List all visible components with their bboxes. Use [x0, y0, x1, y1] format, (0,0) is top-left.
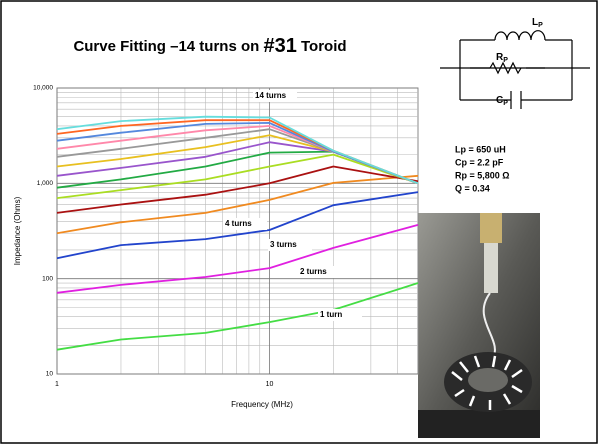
series-label-bg — [223, 218, 267, 230]
series-line — [56, 174, 419, 235]
label-sub: P — [538, 22, 543, 29]
y-tick-label: 10 — [46, 371, 54, 378]
parameter: Rp = 5,800 Ω — [455, 170, 510, 180]
plot-area — [56, 87, 419, 375]
series-label-bg — [318, 309, 362, 321]
windings — [451, 355, 523, 410]
label-main: R — [496, 52, 504, 63]
x-tick-label: 1 — [55, 381, 59, 388]
series-label: 2 turns — [300, 267, 327, 276]
circuit-lines — [440, 30, 590, 109]
connector-body — [484, 243, 498, 293]
series-label: 4 turns — [225, 219, 252, 228]
series-line — [56, 153, 419, 199]
series-line — [56, 165, 419, 214]
title-part: Curve Fitting –14 turns on — [73, 38, 263, 55]
series-line — [56, 282, 419, 351]
label-main: L — [532, 17, 538, 28]
y-tick-label: 100 — [42, 275, 53, 282]
series-line — [56, 115, 419, 185]
parameter: Q = 0.34 — [455, 183, 490, 193]
series-label: 3 turns — [270, 240, 297, 249]
parameters: Lp = 650 uH Cp = 2.2 pF Rp = 5,800 Ω Q =… — [455, 144, 510, 193]
x-tick-label: 10 — [266, 381, 274, 388]
circuit-label: LP — [532, 17, 543, 29]
y-axis-label: Impedance (Ohms) — [13, 196, 22, 265]
title-part: Toroid — [297, 38, 347, 55]
series-label: 1 turn — [320, 310, 342, 319]
parameter: Lp = 650 uH — [455, 144, 506, 154]
series-line — [56, 191, 419, 260]
circuit-label: RP — [496, 52, 508, 64]
series-line — [56, 224, 419, 294]
label-sub: P — [503, 100, 508, 107]
series-label-bg — [298, 266, 342, 278]
series-label: 14 turns — [255, 91, 287, 100]
circuit — [440, 30, 590, 109]
series-label-bg — [268, 239, 312, 251]
toroid-hole — [468, 368, 508, 392]
y-tick-label: 10,000 — [33, 85, 53, 92]
connector — [480, 213, 502, 243]
label-sub: P — [503, 57, 508, 64]
slide-title: Curve Fitting –14 turns on #31 Toroid — [73, 35, 346, 57]
parameter: Cp = 2.2 pF — [455, 157, 504, 167]
title-part: #31 — [263, 35, 296, 57]
series-label-bg — [253, 90, 297, 102]
photo — [418, 213, 540, 438]
y-tick-label: 1,000 — [37, 180, 54, 187]
photo-bench — [418, 410, 540, 438]
label-main: C — [496, 95, 503, 106]
circuit-label: CP — [496, 95, 508, 107]
x-axis-label: Frequency (MHz) — [231, 400, 293, 409]
